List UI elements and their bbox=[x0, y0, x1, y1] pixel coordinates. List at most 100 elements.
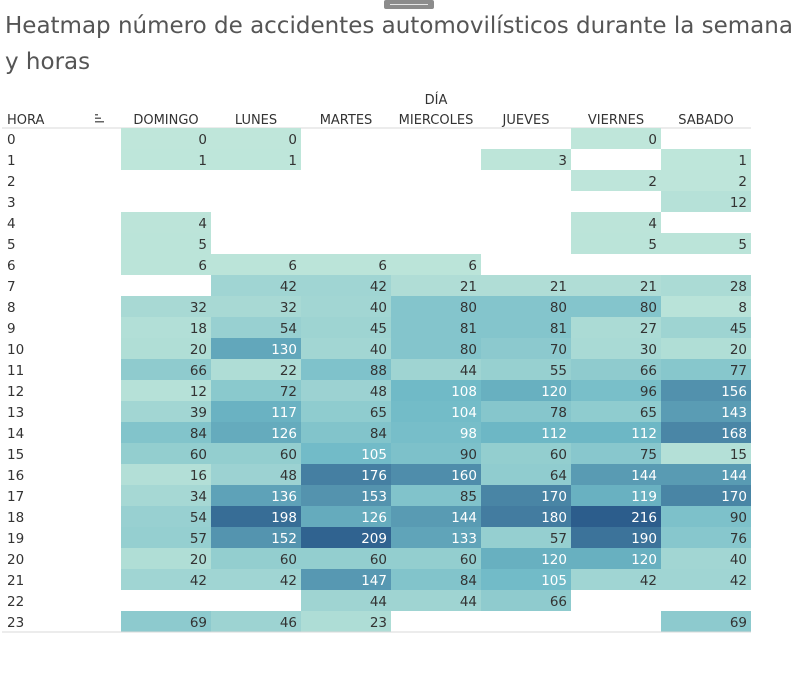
heatmap-cell[interactable] bbox=[391, 422, 481, 443]
heatmap-cell[interactable] bbox=[211, 569, 301, 590]
heatmap-cell[interactable] bbox=[481, 506, 571, 527]
heatmap-cell[interactable] bbox=[211, 317, 301, 338]
heatmap-cell[interactable] bbox=[571, 485, 661, 506]
heatmap-cell[interactable] bbox=[211, 443, 301, 464]
heatmap-cell[interactable] bbox=[661, 380, 751, 401]
heatmap-cell[interactable] bbox=[481, 464, 571, 485]
heatmap-cell[interactable] bbox=[301, 317, 391, 338]
heatmap-cell[interactable] bbox=[571, 359, 661, 380]
heatmap-cell[interactable] bbox=[391, 401, 481, 422]
column-header[interactable]: LUNES bbox=[235, 113, 277, 128]
heatmap-cell[interactable] bbox=[391, 254, 481, 275]
heatmap-cell[interactable] bbox=[391, 296, 481, 317]
heatmap-cell[interactable] bbox=[391, 548, 481, 569]
heatmap-cell[interactable] bbox=[211, 422, 301, 443]
heatmap-cell[interactable] bbox=[391, 485, 481, 506]
heatmap-cell[interactable] bbox=[121, 254, 211, 275]
heatmap-cell[interactable] bbox=[211, 338, 301, 359]
heatmap-cell[interactable] bbox=[481, 149, 571, 170]
heatmap-cell[interactable] bbox=[391, 338, 481, 359]
heatmap-cell[interactable] bbox=[661, 359, 751, 380]
heatmap-cell[interactable] bbox=[301, 422, 391, 443]
heatmap-cell[interactable] bbox=[571, 380, 661, 401]
heatmap-cell[interactable] bbox=[571, 401, 661, 422]
heatmap-cell[interactable] bbox=[571, 338, 661, 359]
heatmap-cell[interactable] bbox=[121, 611, 211, 632]
heatmap-cell[interactable] bbox=[661, 569, 751, 590]
heatmap-cell[interactable] bbox=[301, 506, 391, 527]
heatmap-cell[interactable] bbox=[301, 464, 391, 485]
heatmap-cell[interactable] bbox=[121, 296, 211, 317]
heatmap-cell[interactable] bbox=[211, 401, 301, 422]
heatmap-cell[interactable] bbox=[661, 401, 751, 422]
heatmap-cell[interactable] bbox=[301, 296, 391, 317]
heatmap-cell[interactable] bbox=[301, 590, 391, 611]
column-header[interactable]: MARTES bbox=[320, 113, 373, 128]
heatmap-cell[interactable] bbox=[481, 359, 571, 380]
heatmap-cell[interactable] bbox=[571, 506, 661, 527]
heatmap-cell[interactable] bbox=[301, 338, 391, 359]
heatmap-cell[interactable] bbox=[571, 464, 661, 485]
heatmap-cell[interactable] bbox=[481, 590, 571, 611]
heatmap-cell[interactable] bbox=[481, 317, 571, 338]
heatmap-cell[interactable] bbox=[301, 275, 391, 296]
drag-handle-icon[interactable] bbox=[384, 0, 434, 9]
sort-icon[interactable] bbox=[95, 114, 104, 123]
column-header[interactable]: VIERNES bbox=[588, 113, 644, 128]
heatmap-cell[interactable] bbox=[481, 275, 571, 296]
heatmap-cell[interactable] bbox=[391, 317, 481, 338]
heatmap-cell[interactable] bbox=[571, 275, 661, 296]
heatmap-cell[interactable] bbox=[391, 590, 481, 611]
heatmap-cell[interactable] bbox=[571, 212, 661, 233]
heatmap-cell[interactable] bbox=[391, 275, 481, 296]
heatmap-cell[interactable] bbox=[661, 170, 751, 191]
heatmap-cell[interactable] bbox=[661, 275, 751, 296]
heatmap-cell[interactable] bbox=[211, 611, 301, 632]
heatmap-cell[interactable] bbox=[571, 569, 661, 590]
heatmap-cell[interactable] bbox=[661, 527, 751, 548]
heatmap-cell[interactable] bbox=[121, 128, 211, 149]
column-header[interactable]: DOMINGO bbox=[133, 113, 198, 128]
heatmap-cell[interactable] bbox=[211, 527, 301, 548]
heatmap-cell[interactable] bbox=[211, 359, 301, 380]
heatmap-cell[interactable] bbox=[571, 443, 661, 464]
heatmap-cell[interactable] bbox=[211, 464, 301, 485]
column-header[interactable]: SABADO bbox=[678, 113, 733, 128]
heatmap-cell[interactable] bbox=[211, 506, 301, 527]
heatmap-cell[interactable] bbox=[211, 296, 301, 317]
heatmap-cell[interactable] bbox=[571, 233, 661, 254]
heatmap-cell[interactable] bbox=[121, 485, 211, 506]
heatmap-cell[interactable] bbox=[391, 506, 481, 527]
heatmap-cell[interactable] bbox=[121, 506, 211, 527]
heatmap-cell[interactable] bbox=[481, 401, 571, 422]
heatmap-cell[interactable] bbox=[121, 401, 211, 422]
heatmap-cell[interactable] bbox=[121, 359, 211, 380]
heatmap-cell[interactable] bbox=[211, 149, 301, 170]
heatmap-cell[interactable] bbox=[121, 548, 211, 569]
heatmap-cell[interactable] bbox=[391, 359, 481, 380]
heatmap-cell[interactable] bbox=[211, 128, 301, 149]
heatmap-cell[interactable] bbox=[481, 527, 571, 548]
heatmap-cell[interactable] bbox=[301, 611, 391, 632]
heatmap-cell[interactable] bbox=[391, 380, 481, 401]
heatmap-cell[interactable] bbox=[301, 359, 391, 380]
heatmap-cell[interactable] bbox=[481, 443, 571, 464]
heatmap-cell[interactable] bbox=[301, 527, 391, 548]
heatmap-cell[interactable] bbox=[391, 464, 481, 485]
heatmap-cell[interactable] bbox=[301, 443, 391, 464]
heatmap-cell[interactable] bbox=[571, 527, 661, 548]
heatmap-cell[interactable] bbox=[661, 296, 751, 317]
heatmap-cell[interactable] bbox=[481, 485, 571, 506]
heatmap-cell[interactable] bbox=[661, 233, 751, 254]
heatmap-cell[interactable] bbox=[301, 485, 391, 506]
heatmap-cell[interactable] bbox=[661, 611, 751, 632]
heatmap-cell[interactable] bbox=[391, 569, 481, 590]
heatmap-cell[interactable] bbox=[121, 569, 211, 590]
heatmap-cell[interactable] bbox=[121, 422, 211, 443]
heatmap-cell[interactable] bbox=[661, 149, 751, 170]
heatmap-cell[interactable] bbox=[121, 233, 211, 254]
heatmap-cell[interactable] bbox=[661, 548, 751, 569]
heatmap-cell[interactable] bbox=[571, 317, 661, 338]
heatmap-cell[interactable] bbox=[121, 527, 211, 548]
heatmap-cell[interactable] bbox=[571, 170, 661, 191]
